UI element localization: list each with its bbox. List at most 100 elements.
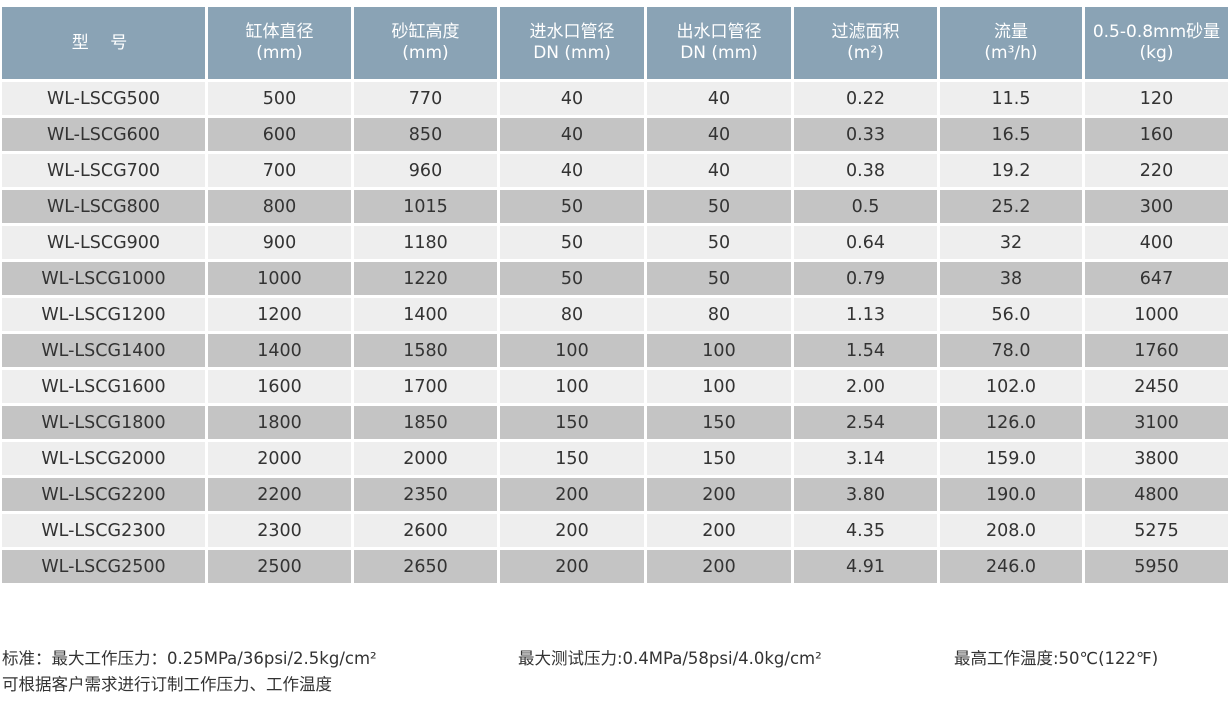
table-cell: 50 xyxy=(647,190,791,223)
table-cell: 1015 xyxy=(354,190,497,223)
table-cell: 50 xyxy=(647,226,791,259)
column-header-label: 缸体直径 xyxy=(245,22,314,42)
column-header-label: 进水口管径 xyxy=(529,22,615,42)
column-header-unit: (m³/h) xyxy=(984,43,1038,63)
column-header: 型 号 xyxy=(2,7,205,79)
table-cell: 0.22 xyxy=(794,82,937,115)
table-cell: 770 xyxy=(354,82,497,115)
table-cell: 1800 xyxy=(208,406,351,439)
table-cell: 1200 xyxy=(208,298,351,331)
table-cell: 800 xyxy=(208,190,351,223)
customization-note: 可根据客户需求进行订制工作压力、工作温度 xyxy=(2,675,332,694)
column-header: 进水口管径 DN (mm) xyxy=(500,7,644,79)
table-cell: 1400 xyxy=(208,334,351,367)
table-cell: 150 xyxy=(647,406,791,439)
table-cell: 1220 xyxy=(354,262,497,295)
table-cell: 100 xyxy=(647,334,791,367)
table-cell: 0.33 xyxy=(794,118,937,151)
table-cell: 2350 xyxy=(354,478,497,511)
table-row: WL-LSCG2500 2500 2650 200 200 4.91 246.0 5950 xyxy=(2,550,1228,583)
column-header: 砂缸高度 (mm) xyxy=(354,7,497,79)
table-cell: 120 xyxy=(1085,82,1228,115)
notes: 标准：最大工作压力：0.25MPa/36psi/2.5kg/cm² 最大测试压力… xyxy=(2,646,1228,698)
table-cell: 1400 xyxy=(354,298,497,331)
table-cell: 3.80 xyxy=(794,478,937,511)
table-row: WL-LSCG900 900 1180 50 50 0.64 32 400 xyxy=(2,226,1228,259)
table-cell: 100 xyxy=(500,370,644,403)
table-cell: 647 xyxy=(1085,262,1228,295)
column-header: 过滤面积 (m²) xyxy=(794,7,937,79)
column-header: 0.5-0.8mm砂量 (kg) xyxy=(1085,7,1228,79)
table-cell: 2200 xyxy=(208,478,351,511)
table-cell: 50 xyxy=(500,226,644,259)
table-cell: 500 xyxy=(208,82,351,115)
table-cell: 4.91 xyxy=(794,550,937,583)
table-cell: 5950 xyxy=(1085,550,1228,583)
table-cell: 2650 xyxy=(354,550,497,583)
table-cell: 1600 xyxy=(208,370,351,403)
table-cell: 300 xyxy=(1085,190,1228,223)
model-cell: WL-LSCG2500 xyxy=(2,550,205,583)
model-cell: WL-LSCG500 xyxy=(2,82,205,115)
model-cell: WL-LSCG2000 xyxy=(2,442,205,475)
table-cell: 900 xyxy=(208,226,351,259)
table-cell: 40 xyxy=(647,154,791,187)
table-cell: 19.2 xyxy=(940,154,1082,187)
column-header-unit: (mm) xyxy=(402,43,449,63)
table-cell: 40 xyxy=(647,82,791,115)
table-cell: 200 xyxy=(500,478,644,511)
column-header-label: 流量 xyxy=(994,22,1028,42)
table-cell: 246.0 xyxy=(940,550,1082,583)
table-cell: 2600 xyxy=(354,514,497,547)
table-row: WL-LSCG2000 2000 2000 150 150 3.14 159.0 3800 xyxy=(2,442,1228,475)
table-cell: 2500 xyxy=(208,550,351,583)
table-cell: 56.0 xyxy=(940,298,1082,331)
model-cell: WL-LSCG2200 xyxy=(2,478,205,511)
table-cell: 5275 xyxy=(1085,514,1228,547)
table-row: WL-LSCG2300 2300 2600 200 200 4.35 208.0 5275 xyxy=(2,514,1228,547)
table-cell: 0.79 xyxy=(794,262,937,295)
table-cell: 100 xyxy=(647,370,791,403)
table-cell: 0.5 xyxy=(794,190,937,223)
table-row: WL-LSCG1200 1200 1400 80 80 1.13 56.0 1000 xyxy=(2,298,1228,331)
table-row: WL-LSCG800 800 1015 50 50 0.5 25.2 300 xyxy=(2,190,1228,223)
model-cell: WL-LSCG1800 xyxy=(2,406,205,439)
column-header-label: 过滤面积 xyxy=(831,22,900,42)
table-cell: 102.0 xyxy=(940,370,1082,403)
column-header-unit: (m²) xyxy=(847,43,884,63)
table-cell: 100 xyxy=(500,334,644,367)
model-cell: WL-LSCG1200 xyxy=(2,298,205,331)
table-cell: 80 xyxy=(500,298,644,331)
table-cell: 2000 xyxy=(208,442,351,475)
table-cell: 220 xyxy=(1085,154,1228,187)
table-cell: 200 xyxy=(500,514,644,547)
table-cell: 40 xyxy=(500,82,644,115)
table-cell: 11.5 xyxy=(940,82,1082,115)
table-cell: 1.54 xyxy=(794,334,937,367)
table-cell: 16.5 xyxy=(940,118,1082,151)
table-cell: 190.0 xyxy=(940,478,1082,511)
table-cell: 200 xyxy=(647,478,791,511)
test-pressure-note: 最大测试压力:0.4MPa/58psi/4.0kg/cm² xyxy=(518,649,822,668)
column-header-unit: (mm) xyxy=(256,43,303,63)
column-header: 流量 (m³/h) xyxy=(940,7,1082,79)
table-cell: 40 xyxy=(647,118,791,151)
table-cell: 126.0 xyxy=(940,406,1082,439)
table-cell: 1760 xyxy=(1085,334,1228,367)
table-cell: 160 xyxy=(1085,118,1228,151)
table-cell: 400 xyxy=(1085,226,1228,259)
model-cell: WL-LSCG900 xyxy=(2,226,205,259)
model-cell: WL-LSCG2300 xyxy=(2,514,205,547)
table-row: WL-LSCG1800 1800 1850 150 150 2.54 126.0 3100 xyxy=(2,406,1228,439)
table-body: WL-LSCG500 500 770 40 40 0.22 11.5 120 WL-LSCG60… xyxy=(2,82,1228,583)
table-cell: 1000 xyxy=(208,262,351,295)
model-cell: WL-LSCG800 xyxy=(2,190,205,223)
table-cell: 150 xyxy=(500,442,644,475)
model-cell: WL-LSCG1000 xyxy=(2,262,205,295)
table-cell: 50 xyxy=(647,262,791,295)
table-cell: 3.14 xyxy=(794,442,937,475)
table-cell: 80 xyxy=(647,298,791,331)
model-cell: WL-LSCG1600 xyxy=(2,370,205,403)
table-row: WL-LSCG1600 1600 1700 100 100 2.00 102.0 2450 xyxy=(2,370,1228,403)
table-cell: 1180 xyxy=(354,226,497,259)
